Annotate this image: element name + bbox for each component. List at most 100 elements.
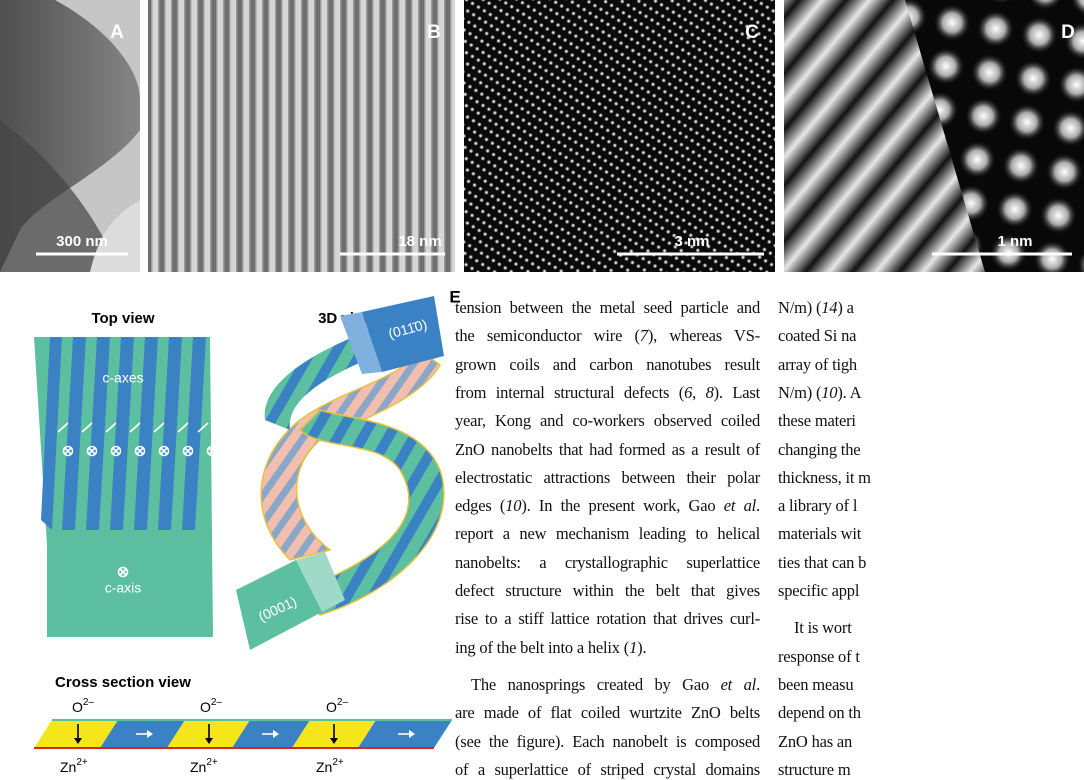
text-line: electrostatic attractions between their … <box>455 468 760 488</box>
ion-label: O2– <box>200 697 222 715</box>
text-line: report a new mechanism leading to helica… <box>455 524 760 544</box>
text-line: It is wort <box>778 618 1084 638</box>
text-run: been measu <box>778 675 853 694</box>
text-run: ties that can b <box>778 553 866 572</box>
text-line: materials wit <box>778 524 1084 544</box>
ion-label: O2– <box>326 697 348 715</box>
text-run: 10 <box>821 383 837 402</box>
text-run: N/m) ( <box>778 298 821 317</box>
text-line: array of tigh <box>778 355 1084 375</box>
text-line: are made of flat coiled wurtzite ZnO bel… <box>455 703 760 723</box>
text-run: . <box>756 675 760 694</box>
text-run: 7 <box>640 326 648 345</box>
text-line: tension between the metal seed particle … <box>455 298 760 318</box>
text-line: rise to a stiff lattice rotation that dr… <box>455 609 760 629</box>
text-run: ). A <box>837 383 861 402</box>
text-run: defect structure within the belt that gi… <box>455 581 760 600</box>
text-line: ZnO has an <box>778 732 1084 752</box>
text-line: ing of the belt into a helix (1). <box>455 638 760 658</box>
text-line: coated Si na <box>778 326 1084 346</box>
text-run: N/m) ( <box>778 383 821 402</box>
panel-label: A <box>110 22 124 43</box>
text-run: thickness, it m <box>778 468 871 487</box>
cross-section <box>34 720 452 748</box>
text-run: array of tigh <box>778 355 857 374</box>
text-run: electrostatic attractions between their … <box>455 468 760 487</box>
scale-label: 18 nm <box>398 233 441 250</box>
text-line: edges (10). In the present work, Gao et … <box>455 496 760 516</box>
text-run: response of t <box>778 647 860 666</box>
panel-label: B <box>427 22 441 43</box>
text-line: changing the <box>778 440 1084 460</box>
text-run: from internal structural defects ( <box>455 383 684 402</box>
text-run: these materi <box>778 411 856 430</box>
text-run: materials wit <box>778 524 861 543</box>
text-run: (see the figure). Each nanobelt is compo… <box>455 732 760 751</box>
text-run: grown coils and carbon nanotubes result <box>455 355 760 374</box>
text-run: report a new mechanism leading to helica… <box>455 524 760 543</box>
text-run: changing the <box>778 440 860 459</box>
text-run: rise to a stiff lattice rotation that dr… <box>455 609 760 628</box>
axis-label: c-axes <box>102 370 143 386</box>
text-run: ). Last <box>714 383 760 402</box>
text-run: , <box>692 383 705 402</box>
top-view: c-axes c-axis <box>34 337 217 637</box>
text-run: The nanosprings created by Gao <box>471 675 721 694</box>
text-run: et al <box>724 496 756 515</box>
text-run: tension between the metal seed particle … <box>455 298 760 317</box>
text-run: ZnO nanobelts that had formed as a resul… <box>455 440 760 459</box>
ion-charge: 2– <box>337 697 349 708</box>
text-line: of a superlattice of striped crystal dom… <box>455 760 760 780</box>
text-column: tension between the metal seed particle … <box>455 0 760 776</box>
text-run: ). <box>637 638 646 657</box>
axis-label: c-axis <box>105 580 142 596</box>
text-run: et al <box>721 675 757 694</box>
text-line: N/m) (14) a <box>778 298 1084 318</box>
helix-3d: (0001) (011̄0) <box>236 296 444 650</box>
text-run: are made of flat coiled wurtzite ZnO bel… <box>455 703 760 722</box>
text-run: edges ( <box>455 496 505 515</box>
text-line: year, Kong and co-workers observed coile… <box>455 411 760 431</box>
text-run: coated Si na <box>778 326 856 345</box>
ion-charge: 2– <box>211 697 223 708</box>
text-line: grown coils and carbon nanotubes result <box>455 355 760 375</box>
ion-charge: 2+ <box>76 757 88 768</box>
text-run: depend on th <box>778 703 861 722</box>
ion-label: Zn2+ <box>60 757 88 775</box>
text-line: structure m <box>778 760 1084 780</box>
text-line: (see the figure). Each nanobelt is compo… <box>455 732 760 752</box>
view-title: Cross section view <box>55 674 191 691</box>
text-line: nanobelts: a crystallographic superlatti… <box>455 553 760 573</box>
text-run: ) a <box>837 298 853 317</box>
page: A B C D 300 nm 18 nm 3 nm 1 nm E Top vie… <box>0 0 1084 776</box>
ion-symbol: O <box>200 699 211 715</box>
text-run: ), whereas VS- <box>648 326 760 345</box>
text-line: thickness, it m <box>778 468 1084 488</box>
text-run: ing of the belt into a helix ( <box>455 638 629 657</box>
ion-symbol: O <box>326 699 337 715</box>
ion-symbol: Zn <box>316 759 332 775</box>
text-line: been measu <box>778 675 1084 695</box>
text-line: from internal structural defects (6, 8).… <box>455 383 760 403</box>
text-run: ). In the present work, Gao <box>521 496 723 515</box>
text-run: 8 <box>706 383 714 402</box>
text-line: depend on th <box>778 703 1084 723</box>
text-line: N/m) (10). A <box>778 383 1084 403</box>
ion-charge: 2– <box>83 697 95 708</box>
text-line: a library of l <box>778 496 1084 516</box>
ion-symbol: Zn <box>190 759 206 775</box>
ion-label: Zn2+ <box>190 757 218 775</box>
text-run: 14 <box>821 298 837 317</box>
text-run: nanobelts: a crystallographic superlatti… <box>455 553 760 572</box>
ion-symbol: O <box>72 699 83 715</box>
text-run: 10 <box>505 496 521 515</box>
text-line: these materi <box>778 411 1084 431</box>
view-title: Top view <box>91 310 154 327</box>
panel-b <box>148 0 455 272</box>
text-line: defect structure within the belt that gi… <box>455 581 760 601</box>
text-line: the semiconductor wire (7), whereas VS- <box>455 326 760 346</box>
text-run: 1 <box>629 638 637 657</box>
text-line: ZnO nanobelts that had formed as a resul… <box>455 440 760 460</box>
text-run: year, Kong and co-workers observed coile… <box>455 411 760 430</box>
